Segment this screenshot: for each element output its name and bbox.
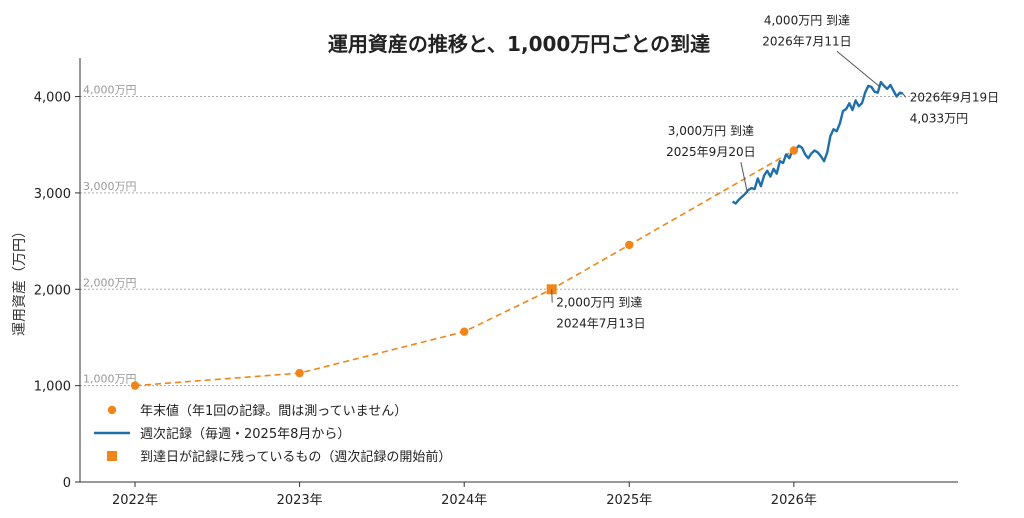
milestone-line-label: 4,000万円: [83, 84, 137, 97]
year-end-dashed-line: [134, 149, 795, 387]
x-tick-label: 2026年: [771, 493, 817, 508]
annotation-arrow: [836, 50, 881, 88]
annotation-arrow: [902, 93, 907, 98]
y-tick-label: 2,000: [34, 283, 71, 298]
x-tick-label: 2025年: [606, 493, 652, 508]
legend-label: 年末値（年1回の記録。間は測っていません）: [140, 403, 407, 419]
y-tick-label: 3,000: [34, 187, 71, 202]
annotation-layer: 2,000万円 到達 2024年7月13日 3,000万円 到達 2025年9月20日…: [551, 13, 999, 331]
chart-title: 運用資産の推移と、1,000万円ごとの到達: [328, 32, 710, 56]
year-end-point: [789, 146, 799, 155]
x-tick-label: 2024年: [441, 493, 487, 508]
annotation-text: 2024年7月13日: [556, 317, 645, 331]
annotation-text: 3,000万円 到達: [668, 124, 754, 138]
milestone-line-label: 2,000万円: [83, 276, 137, 289]
legend-label: 到達日が記録に残っているもの（週次記録の開始前）: [140, 449, 451, 465]
year-end-point: [130, 381, 140, 390]
year-end-point: [295, 368, 304, 378]
milestone-line-label: 1,000万円: [83, 373, 137, 386]
milestone-lines: 1,000万円 2,000万円 3,000万円 4,000万円: [80, 84, 958, 387]
weekly-series-line: [731, 80, 904, 205]
legend-marker-square: [107, 451, 117, 461]
annotation-text: 2026年7月11日: [762, 34, 851, 48]
annotation-text: 2,000万円 到達: [556, 296, 642, 310]
series-layer: [130, 80, 904, 390]
y-tick-label: 1,000: [34, 380, 71, 395]
annotation-text: 4,000万円 到達: [764, 13, 850, 27]
y-tick-label: 4,000: [34, 91, 71, 106]
y-axis-label: 運用資産（万円）: [12, 224, 28, 336]
annotation-text: 4,033万円: [910, 111, 968, 125]
annotation-arrow: [740, 161, 748, 194]
legend-label: 週次記録（毎週・2025年8月から）: [140, 426, 350, 442]
x-tick-label: 2023年: [277, 493, 323, 508]
axes: 0 1,000 2,000 3,000 4,000 2022年 2023年 2024年 2025…: [34, 58, 958, 508]
year-end-point: [460, 327, 469, 336]
y-tick-label: 0: [63, 476, 71, 491]
annotation-text: 2026年9月19日: [910, 90, 999, 104]
annotation-arrow: [551, 289, 553, 303]
legend-marker-circle: [107, 405, 117, 415]
annotation-text: 2025年9月20日: [666, 145, 755, 159]
year-end-point: [625, 240, 634, 250]
x-tick-label: 2022年: [112, 493, 158, 508]
legend: 年末値（年1回の記録。間は測っていません） 週次記録（毎週・2025年8月から） 到…: [94, 403, 451, 465]
milestone-line-label: 3,000万円: [83, 180, 137, 193]
